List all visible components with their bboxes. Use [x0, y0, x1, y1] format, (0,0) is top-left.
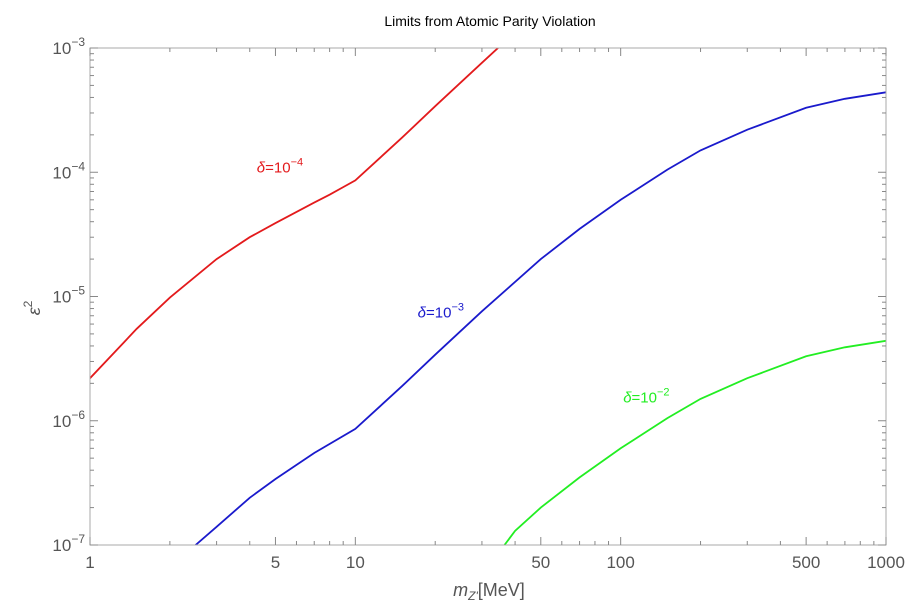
x-axis-label-subscript: Z': [467, 589, 478, 603]
x-tick-label: 50: [531, 553, 550, 572]
annotation-layer: δ=10−4 δ=10−3 δ=10−2: [257, 156, 670, 406]
y-axis-label: ε2: [21, 300, 44, 315]
x-tick-label: 10: [346, 553, 365, 572]
y-tick-label: 10−7: [52, 532, 85, 555]
y-tick-label: 10−4: [52, 159, 85, 182]
series-line-1: [90, 48, 500, 379]
series-layer: [90, 48, 886, 545]
y-axis-label-superscript: 2: [21, 300, 35, 307]
x-axis-label-unit: [MeV]: [478, 580, 525, 600]
series-label-3: δ=10−2: [623, 387, 669, 407]
x-axis-label-main: m: [453, 580, 468, 600]
series-label-2: δ=10−3: [418, 301, 464, 321]
x-axis-label: mZ'[MeV]: [453, 580, 525, 603]
y-tick-label: 10−5: [52, 284, 85, 307]
series-line-2: [195, 91, 886, 545]
x-tick-label: 1: [85, 553, 94, 572]
chart-title: Limits from Atomic Parity Violation: [384, 13, 595, 29]
y-tick-label: 10−6: [52, 408, 85, 431]
series-line-3: [503, 339, 886, 545]
tick-labels-layer: 1 5 10 50 100 500 1000 10−7 10−6 10−5 10−4 10−3: [52, 35, 905, 572]
x-tick-label: 100: [606, 553, 634, 572]
x-tick-label: 500: [792, 553, 820, 572]
series-label-1: δ=10−4: [257, 156, 303, 176]
x-tick-label: 1000: [867, 553, 905, 572]
y-axis-label-base: ε: [24, 306, 44, 315]
x-tick-label: 5: [271, 553, 280, 572]
y-tick-label: 10−3: [52, 35, 85, 58]
ticks-layer: [89, 47, 887, 546]
